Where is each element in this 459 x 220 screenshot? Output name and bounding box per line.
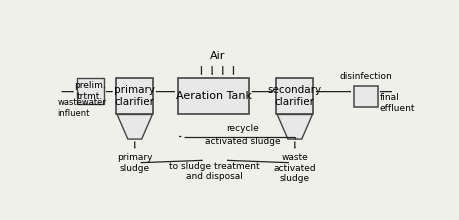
Text: disinfection: disinfection (340, 72, 392, 81)
Text: waste
activated
sludge: waste activated sludge (274, 154, 316, 183)
Bar (354, 86, 377, 107)
Polygon shape (277, 114, 313, 139)
Text: to sludge treatment
and disposal: to sludge treatment and disposal (169, 162, 260, 181)
Bar (116, 78, 153, 114)
Text: Aeration Tank: Aeration Tank (176, 91, 252, 101)
Bar (77, 78, 104, 104)
Text: prelim.
trtmt.: prelim. trtmt. (74, 81, 106, 101)
Text: wastewater
influent: wastewater influent (57, 98, 106, 118)
Text: primary
clarifier: primary clarifier (114, 86, 155, 107)
Text: secondary
clarifier: secondary clarifier (268, 86, 322, 107)
Polygon shape (117, 114, 152, 139)
Text: recycle: recycle (226, 124, 259, 133)
Text: primary
sludge: primary sludge (117, 154, 152, 173)
Text: activated sludge: activated sludge (205, 137, 280, 146)
Text: final
effluent: final effluent (379, 93, 415, 113)
Bar (179, 78, 250, 114)
Text: Air: Air (210, 51, 225, 61)
Bar (276, 78, 313, 114)
